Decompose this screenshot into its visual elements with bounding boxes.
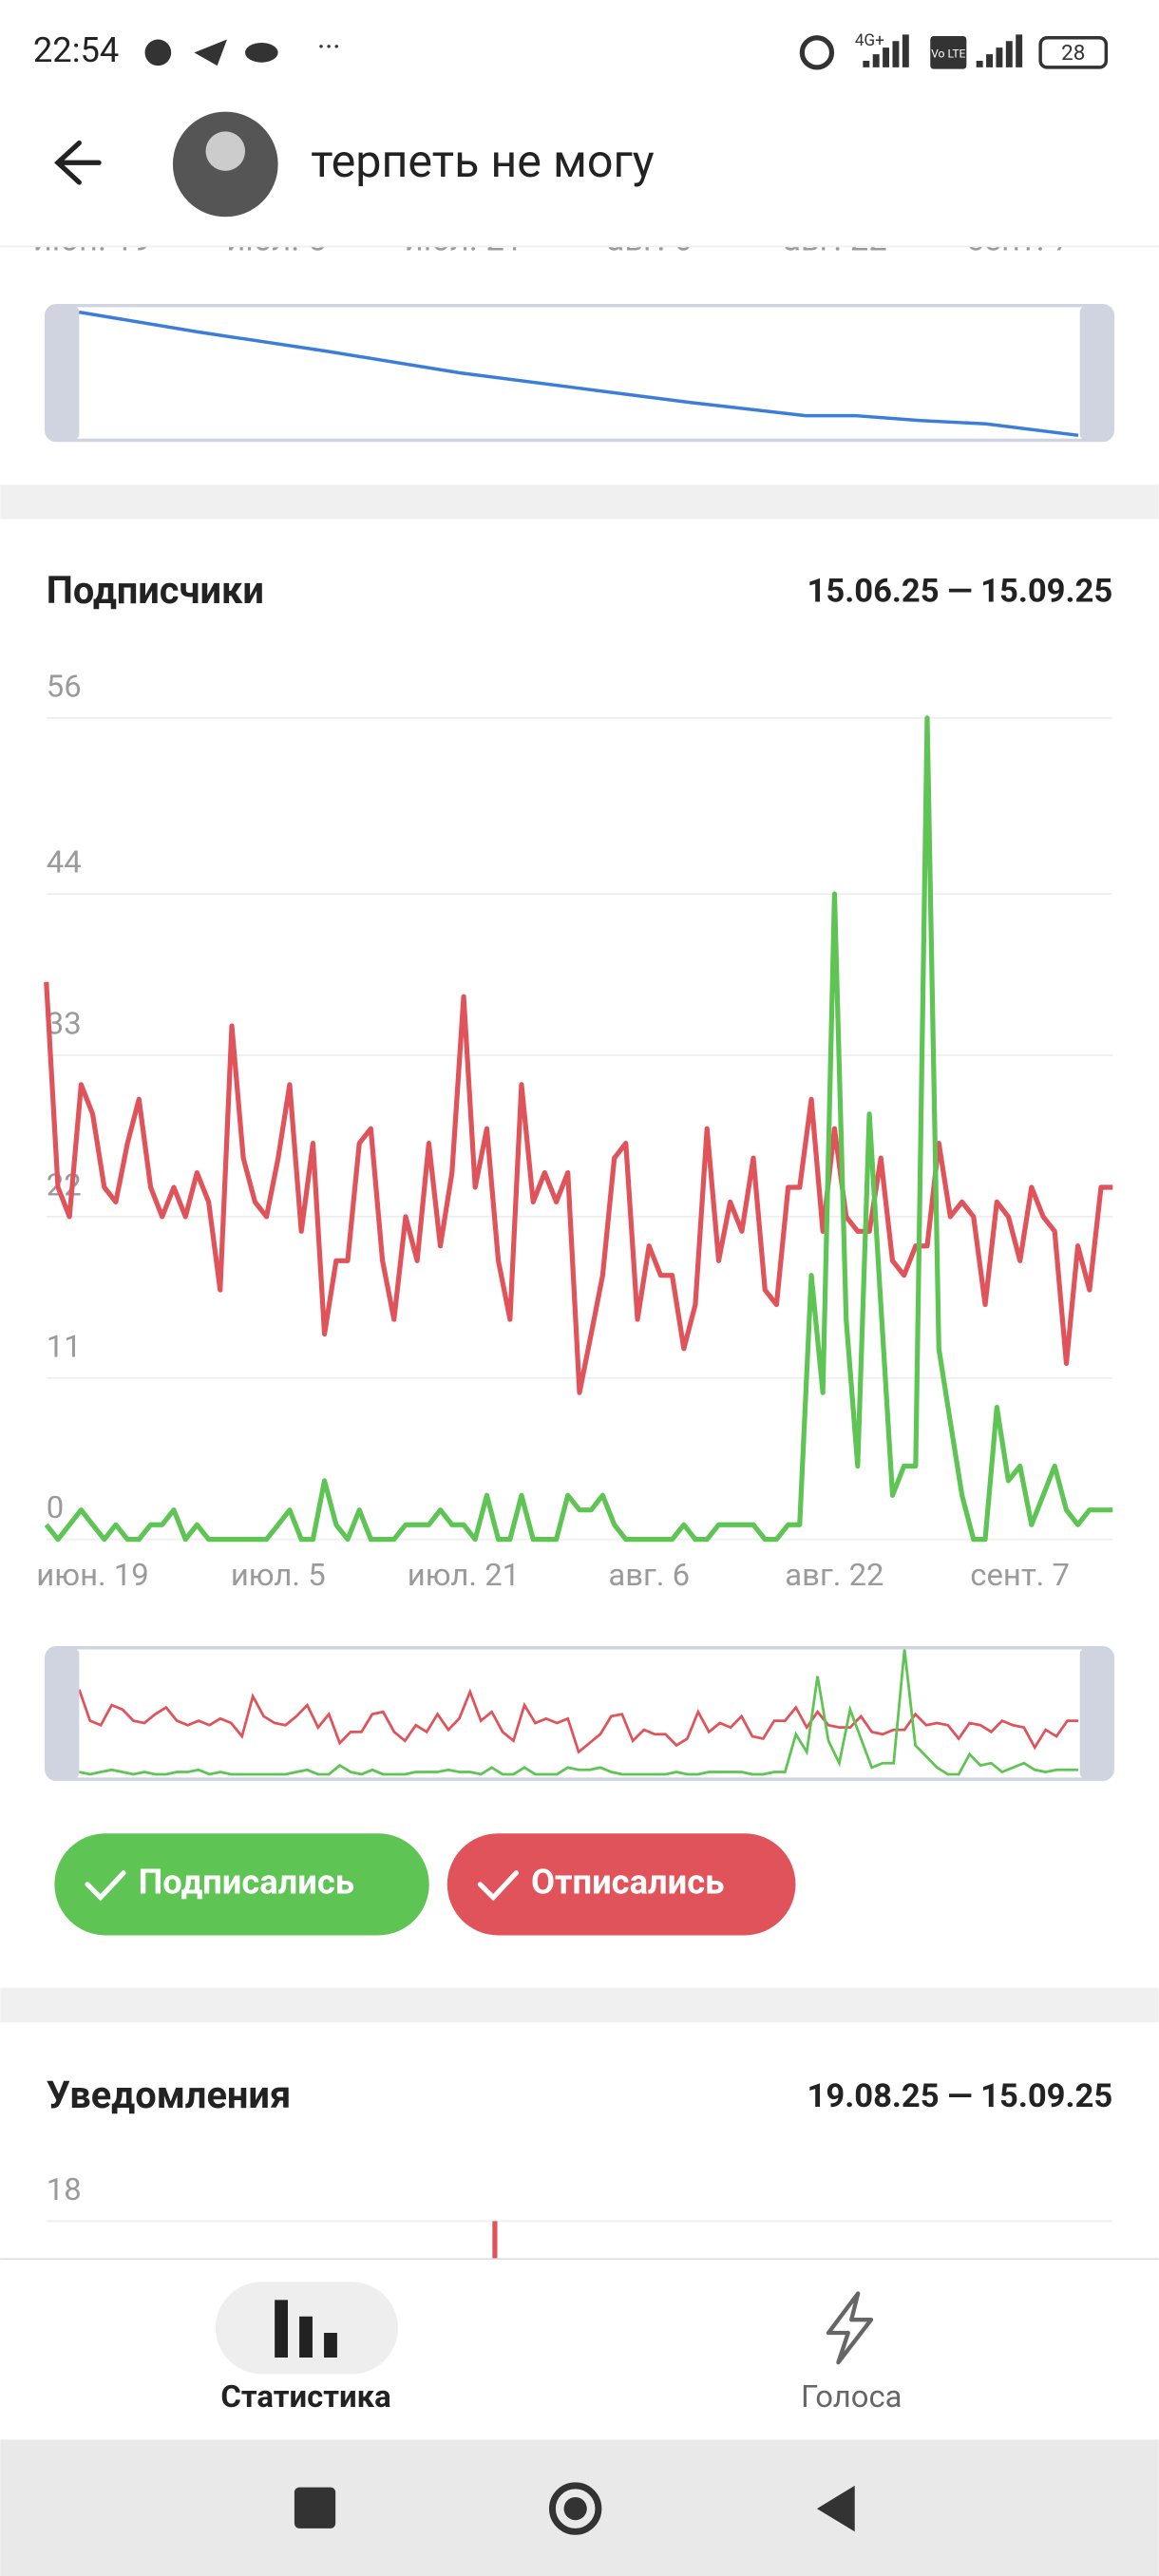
preview-line [78, 1688, 1078, 1754]
range-selector[interactable] [45, 1646, 1114, 1781]
range-handle[interactable] [1079, 305, 1113, 441]
range-selector[interactable] [45, 303, 1114, 443]
signal [863, 34, 909, 67]
status-network: 4G+ [855, 31, 884, 50]
x-tick-label: сент. 7 [970, 1558, 1070, 1594]
avatar-detail [205, 131, 246, 171]
y-tick-label: 56 [47, 669, 82, 705]
series-line [44, 981, 1113, 1395]
back-system-button[interactable] [816, 2485, 855, 2532]
date-range: 15.06.25 — 15.09.25 [808, 573, 1113, 611]
nav-label[interactable]: Статистика [220, 2379, 390, 2415]
nav-label[interactable]: Голоса [801, 2379, 902, 2415]
legend-label: Отписались [531, 1861, 724, 1902]
y-tick-label: 44 [47, 845, 82, 881]
legend-toggle[interactable] [446, 1833, 796, 1936]
y-tick-label: 11 [47, 1329, 82, 1365]
section-title: Подписчики [47, 568, 264, 613]
battery [1038, 36, 1109, 69]
range-handle[interactable] [46, 1647, 80, 1780]
status-icon [245, 42, 278, 63]
status-icon [194, 39, 228, 66]
preview-line [79, 1649, 1078, 1776]
channel-title: терпеть не могу [311, 134, 655, 188]
range-handle[interactable] [46, 305, 80, 441]
home-dot [563, 2496, 587, 2521]
signal [976, 34, 1023, 67]
status-icon [799, 35, 835, 70]
legend-toggle[interactable] [54, 1833, 429, 1936]
home-button[interactable] [549, 2482, 602, 2535]
battery-level: 28 [1061, 41, 1085, 66]
volte-badge [930, 36, 967, 69]
date-range: 19.08.25 — 15.09.25 [808, 2077, 1113, 2115]
legend-label: Подписались [139, 1861, 354, 1902]
votes-icon [826, 2291, 874, 2365]
separator [0, 484, 1159, 520]
recents-button[interactable] [294, 2487, 336, 2529]
followers-preview-line [79, 310, 1079, 438]
check-icon [477, 1870, 520, 1902]
x-tick-label: июн. 19 [36, 1558, 149, 1594]
header-bg [0, 0, 1159, 247]
status-more: ··· [317, 29, 340, 65]
status-time: 22:54 [33, 29, 119, 70]
y-tick-label: 18 [47, 2172, 82, 2208]
bottom-nav [0, 2259, 1159, 2440]
status-volte: Vo LTE [931, 47, 965, 60]
separator [0, 1987, 1159, 2023]
range-handle[interactable] [1079, 1647, 1113, 1780]
series-line [44, 715, 1113, 1543]
check-icon [85, 1870, 126, 1902]
x-tick-label: июл. 21 [408, 1558, 520, 1594]
y-tick-label: 33 [47, 1007, 82, 1043]
y-tick-label: 0 [47, 1490, 64, 1526]
section-title: Уведомления [47, 2073, 291, 2117]
x-tick-label: авг. 22 [785, 1558, 884, 1594]
stats-icon [275, 2300, 337, 2358]
status-icon [144, 39, 172, 66]
back-button[interactable] [54, 140, 102, 185]
x-tick-label: июл. 5 [231, 1558, 326, 1594]
x-tick-label: авг. 6 [608, 1558, 690, 1594]
